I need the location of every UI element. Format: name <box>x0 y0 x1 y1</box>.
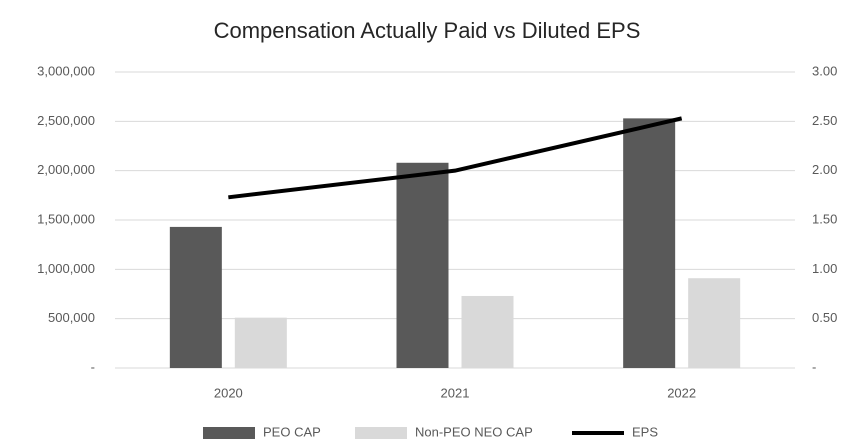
eps-line <box>228 116 683 200</box>
legend-swatch <box>203 427 255 439</box>
y2-tick-label: 0.50 <box>812 310 837 325</box>
bar <box>396 162 449 368</box>
y-tick-label: 3,000,000 <box>37 63 95 78</box>
y-tick-label: - <box>91 359 95 374</box>
legend-label: PEO CAP <box>263 424 321 439</box>
x-tick-label: 2021 <box>441 385 470 400</box>
y-tick-label: 2,500,000 <box>37 113 95 128</box>
y2-tick-label: 3.00 <box>812 63 837 78</box>
y2-tick-label: - <box>812 359 816 374</box>
x-tick-label: 2022 <box>667 385 696 400</box>
chart-title: Compensation Actually Paid vs Diluted EP… <box>214 18 641 43</box>
bar <box>623 118 676 368</box>
x-tick-label: 2020 <box>214 385 243 400</box>
bar <box>461 295 514 368</box>
bar <box>169 226 222 368</box>
y2-tick-label: 1.50 <box>812 211 837 226</box>
bar <box>234 317 287 368</box>
y2-tick-label: 2.00 <box>812 162 837 177</box>
y-tick-label: 500,000 <box>48 310 95 325</box>
legend-swatch <box>355 427 407 439</box>
legend-label: EPS <box>632 424 658 439</box>
y-tick-label: 1,000,000 <box>37 261 95 276</box>
y2-tick-label: 2.50 <box>812 113 837 128</box>
legend-label: Non-PEO NEO CAP <box>415 424 533 439</box>
y2-tick-label: 1.00 <box>812 261 837 276</box>
bar <box>688 278 741 368</box>
y-tick-label: 2,000,000 <box>37 162 95 177</box>
y-tick-label: 1,500,000 <box>37 211 95 226</box>
